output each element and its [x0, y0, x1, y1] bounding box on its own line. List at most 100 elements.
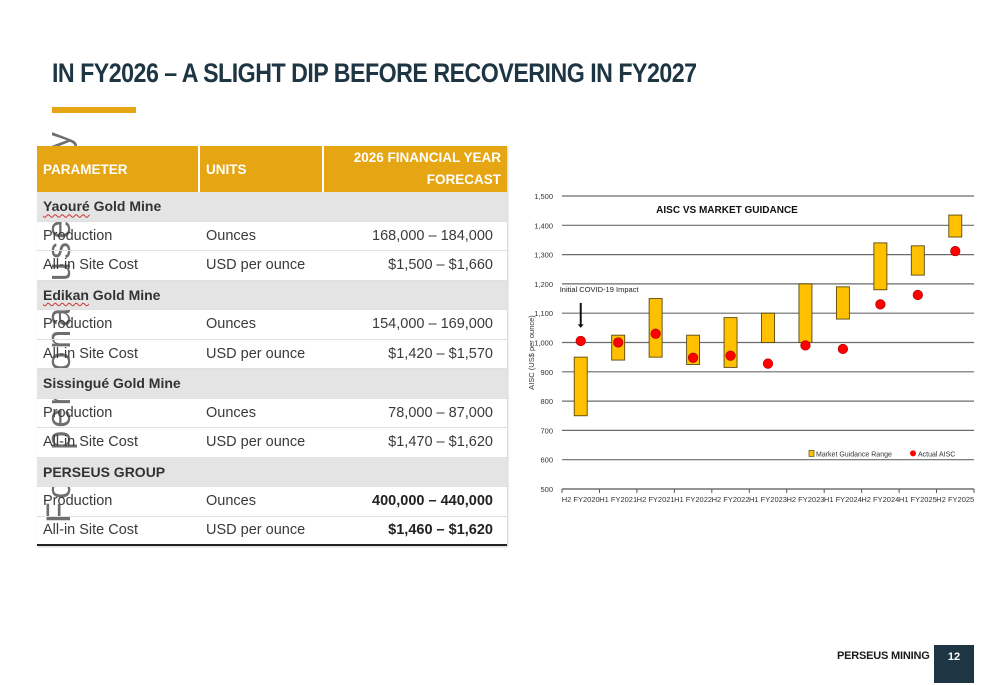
aisc-chart: 500 600 700 800 900 1,000 1,100 1,200 1,300 1,400…: [512, 178, 982, 513]
table-body: Yaouré Gold Mine Production Ounces 168,000 …: [37, 192, 507, 546]
guidance-range-bar: [573, 356, 588, 417]
actual-aisc-point: [687, 352, 699, 363]
title-underline: [52, 107, 136, 113]
cell-units: Ounces: [206, 316, 256, 333]
y-tick-label: 1,200: [534, 280, 553, 289]
table-row: All-in Site Cost USD per ounce $1,460 – $1…: [37, 517, 507, 546]
actual-aisc-point: [725, 350, 736, 361]
cell-parameter: Production: [43, 404, 113, 421]
cell-units: USD per ounce: [206, 522, 306, 539]
section-row: Sissingué Gold Mine: [37, 369, 507, 399]
x-tick-label: H1 FY2024: [824, 495, 862, 504]
legend-marker-actual: [910, 450, 916, 457]
section-name: Sissingué Gold Mine: [43, 375, 181, 392]
actual-aisc-point: [837, 343, 849, 355]
guidance-range-bar: [835, 286, 850, 320]
section-name: Edikan Gold Mine: [43, 286, 161, 303]
cell-parameter: All-in Site Cost: [43, 345, 139, 362]
cell-units: Ounces: [206, 404, 256, 421]
y-tick-label: 1,500: [534, 192, 553, 201]
table-row: Production Ounces 400,000 – 440,000: [37, 487, 507, 517]
actual-aisc-point: [613, 337, 624, 348]
legend-marker-range: [808, 450, 815, 457]
x-tick-label: H1 FY2025: [899, 495, 937, 504]
table-header: PARAMETER UNITS 2026 FINANCIAL YEAR FORE…: [37, 146, 507, 192]
actual-aisc-point: [762, 358, 774, 369]
table-row: All-in Site Cost USD per ounce $1,420 – $1…: [37, 340, 507, 369]
header-forecast-text: 2026 FINANCIAL YEAR FORECAST: [353, 150, 501, 187]
actual-aisc-point: [875, 299, 886, 310]
table-row: All-in Site Cost USD per ounce $1,500 – $1…: [37, 251, 507, 281]
guidance-range-bar: [761, 312, 775, 343]
cell-parameter: Production: [43, 227, 113, 244]
table-row: Production Ounces 168,000 – 184,000: [37, 222, 507, 251]
section-row: PERSEUS GROUP: [37, 457, 507, 487]
y-tick-label: 1,000: [534, 339, 553, 348]
actual-aisc-point: [950, 245, 961, 257]
actual-aisc-point: [650, 328, 661, 339]
cell-forecast: $1,460 – $1,620: [388, 522, 493, 539]
y-tick-label: 1,300: [534, 251, 553, 260]
section-row: Edikan Gold Mine: [37, 280, 507, 310]
cell-forecast: 400,000 – 440,000: [372, 493, 493, 510]
y-axis-label: AISC (US$ per ounce): [527, 315, 536, 390]
header-units: UNITS: [200, 146, 324, 192]
table-row: Production Ounces 154,000 – 169,000: [37, 310, 507, 340]
cell-forecast: $1,420 – $1,570: [388, 345, 493, 362]
legend-label-actual: Actual AISC: [918, 451, 955, 458]
header-forecast: 2026 FINANCIAL YEAR FORECAST: [324, 146, 507, 192]
page-title: IN FY2026 – A SLIGHT DIP BEFORE RECOVERI…: [52, 58, 697, 88]
x-tick-label: H1 FY2022: [674, 495, 712, 504]
cell-forecast: $1,500 – $1,660: [388, 257, 493, 274]
cell-units: Ounces: [206, 493, 256, 510]
guidance-range-bar: [873, 242, 888, 291]
forecast-table: PARAMETER UNITS 2026 FINANCIAL YEAR FORE…: [37, 146, 507, 546]
section-name: Yaouré Gold Mine: [43, 198, 162, 215]
x-tick-label: H2 FY2021: [637, 495, 675, 504]
y-tick-label: 1,100: [534, 309, 553, 318]
cell-forecast: 168,000 – 184,000: [372, 227, 493, 244]
page-number: 12: [934, 645, 974, 683]
cell-units: USD per ounce: [206, 434, 306, 451]
legend-label-range: Market Guidance Range: [816, 451, 892, 458]
cell-units: Ounces: [206, 227, 256, 244]
y-tick-label: 600: [540, 456, 553, 465]
table-row: All-in Site Cost USD per ounce $1,470 – $1…: [37, 428, 507, 458]
cell-forecast: $1,470 – $1,620: [388, 434, 493, 451]
cell-parameter: Production: [43, 493, 113, 510]
footer-brand: PERSEUS MINING: [837, 650, 930, 662]
section-name: PERSEUS GROUP: [43, 463, 166, 480]
x-tick-label: H2 FY2024: [861, 495, 899, 504]
cell-parameter: All-in Site Cost: [43, 434, 139, 451]
cell-forecast: 78,000 – 87,000: [388, 404, 493, 421]
cell-forecast: 154,000 – 169,000: [372, 316, 493, 333]
x-tick-label: H2 FY2022: [712, 495, 750, 504]
y-tick-label: 800: [540, 397, 553, 406]
y-tick-label: 900: [540, 368, 553, 377]
actual-aisc-point: [800, 340, 811, 351]
x-tick-label: H1 FY2021: [599, 495, 637, 504]
guidance-range-bar: [798, 283, 813, 343]
x-tick-label: H2 FY2023: [786, 495, 824, 504]
cell-units: USD per ounce: [206, 345, 306, 362]
x-tick-label: H1 FY2023: [749, 495, 787, 504]
annotation-arrow-head: [577, 324, 584, 328]
table-row: Production Ounces 78,000 – 87,000: [37, 399, 507, 428]
section-row: Yaouré Gold Mine: [37, 192, 507, 222]
y-tick-label: 700: [540, 426, 553, 435]
guidance-range-bar: [910, 245, 925, 276]
cell-parameter: Production: [43, 316, 113, 333]
actual-aisc-point: [575, 335, 586, 347]
cell-parameter: All-in Site Cost: [43, 257, 139, 274]
cell-parameter: All-in Site Cost: [43, 522, 139, 539]
guidance-range-bar: [948, 214, 963, 238]
annotation-text: Initial COVID-19 Impact: [560, 285, 640, 294]
actual-aisc-point: [912, 289, 923, 301]
y-tick-label: 500: [540, 485, 553, 494]
x-tick-label: H2 FY2025: [936, 495, 974, 504]
guidance-range-bar: [648, 298, 663, 358]
header-parameter: PARAMETER: [37, 146, 200, 192]
chart-title: AISC VS MARKET GUIDANCE: [656, 205, 798, 216]
cell-units: USD per ounce: [206, 257, 306, 274]
y-tick-label: 1,400: [534, 221, 553, 230]
